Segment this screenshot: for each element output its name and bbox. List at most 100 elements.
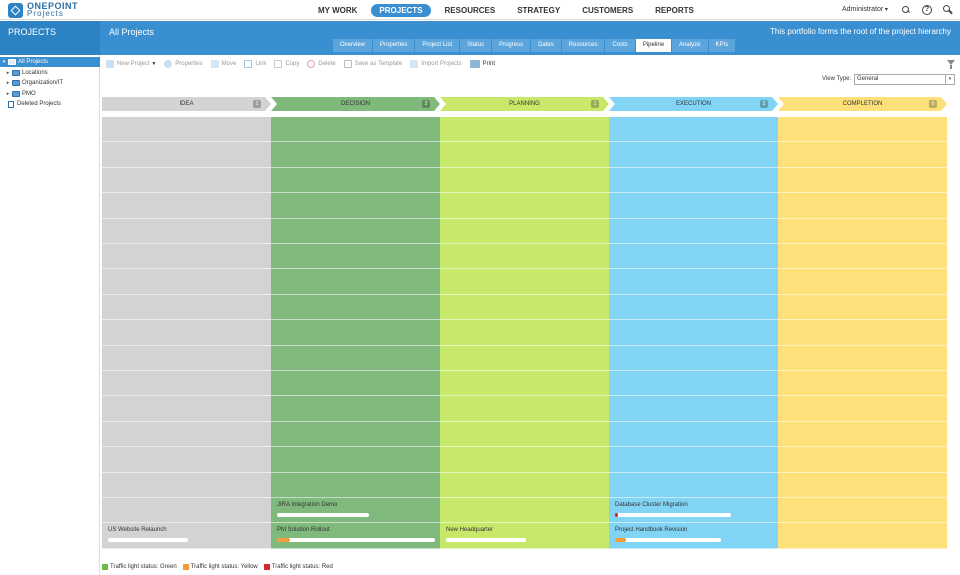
pipeline-cell [271, 371, 440, 397]
nav-projects[interactable]: PROJECTS [371, 4, 431, 17]
pipeline-cell [271, 193, 440, 219]
legend-swatch [263, 564, 270, 570]
project-card[interactable]: JIRA Integration Demo [271, 498, 440, 523]
pipeline-cell [440, 346, 609, 371]
nav-my-work[interactable]: MY WORK [318, 6, 358, 15]
copy-button[interactable]: Copy [274, 60, 299, 68]
logo-line2: Projects [27, 9, 64, 18]
tree-item-label: All Projects [18, 59, 49, 65]
pipeline-cell [609, 168, 778, 194]
tab-properties[interactable]: Properties [373, 39, 415, 52]
project-card-title[interactable]: Database Cluster Migration [615, 502, 688, 508]
filter-icon[interactable] [947, 60, 955, 69]
copy-label: Copy [285, 61, 300, 67]
tree-item-all-projects[interactable]: ▾ All Projects [0, 57, 100, 67]
pipeline-cell [102, 219, 271, 244]
tab-project-list[interactable]: Project List [415, 39, 460, 52]
progress-bar [615, 538, 721, 543]
properties-button[interactable]: Properties [164, 60, 203, 68]
pipeline-cell [778, 396, 947, 422]
view-type-select[interactable]: General ▾ [854, 74, 955, 85]
stage-header-idea[interactable]: IDEA 1 [102, 97, 271, 111]
project-card[interactable]: PM Solution Rollout [271, 523, 440, 548]
tree-item-organization-it[interactable]: ▸ Organization/IT [0, 78, 100, 88]
move-label: Move [221, 61, 237, 67]
delete-button[interactable]: Delete [307, 60, 336, 68]
pipeline-cell [440, 193, 609, 219]
user-menu[interactable]: Administrator [842, 6, 888, 13]
pipeline-cell [609, 473, 778, 498]
legend-swatch [182, 564, 189, 570]
nav-customers[interactable]: CUSTOMERS [582, 6, 634, 15]
tree-item-deleted-projects[interactable]: Deleted Projects [0, 99, 100, 109]
tree-item-locations[interactable]: ▸ Locations [0, 68, 100, 78]
move-button[interactable]: Move [210, 60, 237, 68]
tree-item-label: Organization/IT [22, 80, 64, 86]
tab-kpis[interactable]: KPIs [708, 39, 736, 52]
import-projects-button[interactable]: Import Projects [410, 60, 462, 68]
nav-reports[interactable]: REPORTS [655, 6, 694, 15]
project-card-title[interactable]: New Headquarter [446, 527, 494, 534]
project-card-title[interactable]: JIRA Integration Demo [277, 502, 338, 508]
tab-dates[interactable]: Dates [531, 39, 561, 52]
project-card[interactable]: Project Handbook Revision [609, 523, 778, 548]
project-card[interactable]: Database Cluster Migration [609, 498, 778, 523]
tree-item-label: Deleted Projects [17, 101, 62, 107]
project-card-title[interactable]: Project Handbook Revision [615, 527, 688, 534]
stage-header-decision[interactable]: DECISION 2 [271, 97, 440, 111]
page-header: All Projects This portfolio forms the ro… [100, 21, 960, 55]
pipeline-cell [778, 269, 947, 295]
trash-icon [8, 100, 14, 108]
pipeline-cell [609, 269, 778, 295]
pipeline-cell [102, 269, 271, 295]
pipeline-cell [609, 422, 778, 448]
logo[interactable]: ONEPOINT Projects [8, 1, 78, 19]
tab-resources[interactable]: Resources [561, 39, 605, 52]
folder-icon [12, 69, 20, 76]
pipeline-cell [609, 244, 778, 270]
tab-pipeline[interactable]: Pipeline [635, 39, 672, 52]
legend-item: Traffic light status: Red [263, 564, 333, 570]
help-icon[interactable]: ? [922, 5, 932, 15]
project-card-title[interactable]: PM Solution Rollout [277, 527, 330, 534]
pipeline-cell [102, 447, 271, 473]
stage-header-execution[interactable]: EXECUTION 2 [609, 97, 778, 111]
tab-costs[interactable]: Costs [605, 39, 635, 52]
print-button[interactable]: Print [469, 60, 495, 68]
tree-toggle-icon[interactable]: ▾ [2, 59, 6, 65]
tab-status[interactable]: Status [460, 39, 492, 52]
tree-toggle-icon[interactable]: ▸ [6, 90, 10, 97]
nav-resources[interactable]: RESOURCES [444, 6, 496, 15]
stage-header-completion[interactable]: COMPLETION 0 [778, 97, 947, 111]
pipeline-cell [271, 244, 440, 270]
tree-toggle-icon[interactable]: ▸ [6, 80, 10, 86]
tab-bar: Overview Properties Project List Status Prog… [333, 39, 736, 52]
save-as-template-button[interactable]: Save as Template [343, 60, 402, 68]
tools-icon[interactable] [943, 5, 953, 15]
pipeline-cell [102, 295, 271, 321]
tree-toggle-icon[interactable]: ▸ [6, 69, 10, 76]
tab-progress[interactable]: Progress [492, 39, 531, 52]
pipeline-cell [271, 168, 440, 194]
new-project-button[interactable]: New Project ▼ [106, 60, 156, 68]
progress-bar [446, 538, 526, 543]
project-card[interactable]: New Headquarter [440, 523, 609, 548]
pipeline-cell [440, 117, 609, 143]
pipeline-cell [102, 168, 271, 194]
stage-name: COMPLETION [842, 101, 883, 107]
tree-item-pmo[interactable]: ▸ PMO [0, 89, 100, 99]
logo-icon [8, 2, 23, 18]
pipeline-cell [609, 498, 778, 524]
project-card-title[interactable]: US Website Relaunch [108, 527, 167, 534]
tab-overview[interactable]: Overview [333, 39, 373, 52]
nav-strategy[interactable]: STRATEGY [517, 6, 561, 15]
link-button[interactable]: Link [244, 60, 266, 68]
pipeline-cell [778, 422, 947, 448]
legend-label: Traffic light status: Yellow [190, 564, 258, 570]
pipeline-cell [271, 320, 440, 346]
search-icon[interactable] [901, 5, 911, 15]
stage-header-planning[interactable]: PLANNING 1 [440, 97, 609, 111]
project-card[interactable]: US Website Relaunch [102, 523, 271, 548]
pipeline-cell [271, 498, 440, 524]
tab-analyze[interactable]: Analyze [672, 39, 708, 52]
